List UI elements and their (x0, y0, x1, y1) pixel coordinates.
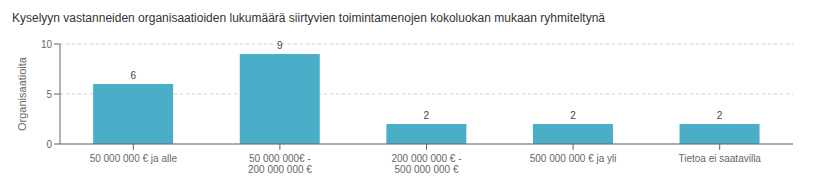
html-text:Kyselyyn vastanneiden organisa: Kyselyyn vastanneiden organisaatioiden l… (12, 11, 605, 25)
svg-text:6: 6 (130, 70, 136, 81)
svg-text:2: 2 (570, 110, 576, 121)
svg-text:9: 9 (277, 40, 283, 51)
svg-text:10: 10 (41, 39, 53, 50)
svg-text:Tietoa ei saatavilla: Tietoa ei saatavilla (678, 153, 761, 164)
svg-text:200 000 000 € -500 000 000 €: 200 000 000 € -500 000 000 € (391, 153, 461, 174)
svg-text:2: 2 (717, 110, 723, 121)
svg-text:0: 0 (46, 139, 52, 150)
svg-text:50 000 000€ -200 000 000 €: 50 000 000€ -200 000 000 € (248, 153, 312, 174)
svg-text:2: 2 (424, 110, 430, 121)
svg-text:500 000 000 € ja yli: 500 000 000 € ja yli (530, 153, 617, 164)
svg-text:Organisaatioita: Organisaatioita (16, 56, 28, 131)
svg-text:5: 5 (46, 89, 52, 100)
svg-text:50 000 000 € ja alle: 50 000 000 € ja alle (90, 153, 178, 164)
